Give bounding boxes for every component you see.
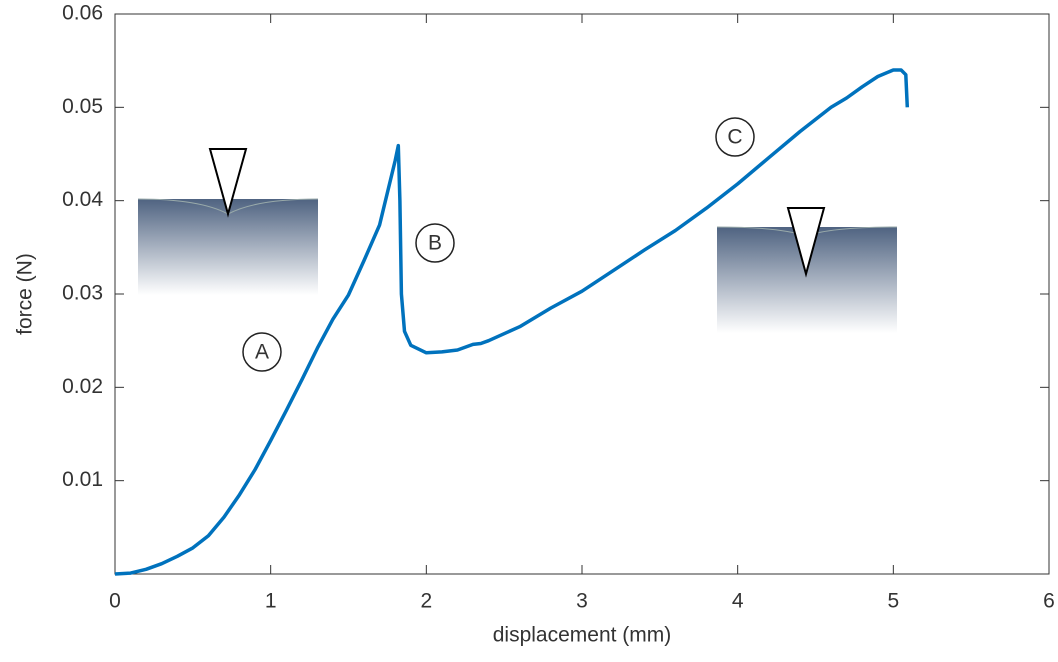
- x-tick-label: 2: [420, 590, 432, 613]
- y-tick-label: 0.06: [62, 2, 103, 25]
- x-tick-label: 3: [576, 590, 588, 613]
- x-tick-label: 0: [109, 590, 121, 613]
- y-tick-label: 0.03: [62, 282, 103, 305]
- x-tick-label: 6: [1043, 590, 1055, 613]
- data-line: [114, 68, 910, 576]
- annotation: C: [727, 126, 742, 149]
- inset-right: [716, 207, 898, 333]
- annotation-circle: [242, 332, 282, 372]
- y-tick-label: 0.01: [62, 468, 103, 491]
- annotation-circle: [415, 223, 455, 263]
- y-tick-label: 0.04: [62, 188, 103, 211]
- x-tick-label: 4: [732, 590, 744, 613]
- inset-left: [137, 148, 319, 295]
- annotation-circle: [715, 117, 755, 157]
- y-tick-label: 0.02: [62, 375, 103, 398]
- y-axis-label: force (N): [14, 253, 37, 335]
- annotation: A: [255, 341, 269, 364]
- x-axis-label: displacement (mm): [493, 624, 672, 647]
- x-tick-label: 1: [265, 590, 277, 613]
- x-tick-label: 5: [887, 590, 899, 613]
- y-tick-label: 0.05: [62, 95, 103, 118]
- annotation: B: [428, 232, 442, 255]
